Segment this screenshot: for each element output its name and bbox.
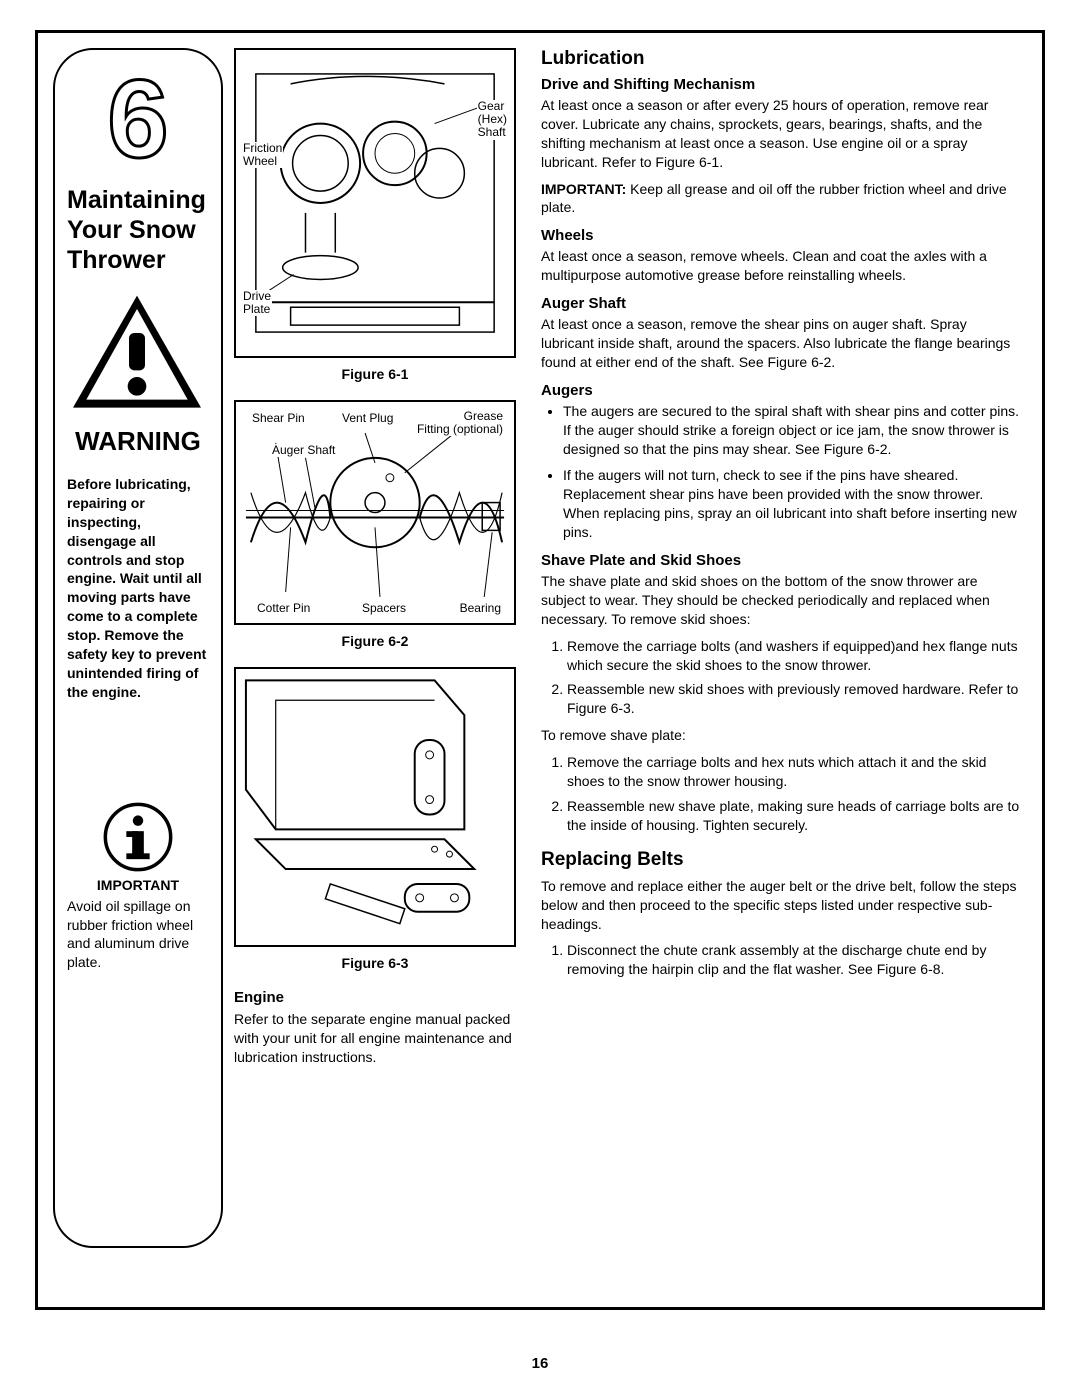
warning-heading: WARNING: [67, 426, 209, 457]
drive-body: At least once a season or after every 25…: [541, 96, 1022, 172]
text-column: Lubrication Drive and Shifting Mechanism…: [526, 33, 1042, 1307]
shave-plate-intro: The shave plate and skid shoes on the bo…: [541, 572, 1022, 629]
figures-column: Gear (Hex) Shaft Friction Wheel Drive Pl…: [226, 33, 526, 1307]
figure-6-3: [234, 667, 516, 947]
figure-6-3-diagram: [236, 669, 514, 945]
sidebar: 6 Maintaining Your Snow Thrower WARNING …: [38, 33, 226, 1307]
engine-body: Refer to the separate engine manual pack…: [234, 1010, 516, 1067]
figure-6-1: Gear (Hex) Shaft Friction Wheel Drive Pl…: [234, 48, 516, 358]
fig2-label-shearpin: Shear Pin: [251, 412, 306, 425]
shave-step-2: Reassemble new shave plate, making sure …: [567, 797, 1022, 835]
fig2-label-bearing: Bearing: [459, 602, 502, 615]
figure-6-2: Shear Pin Vent Plug Grease Fitting (opti…: [234, 400, 516, 625]
warning-body: Before lubricating, repairing or inspect…: [67, 475, 209, 702]
important-label: IMPORTANT: [67, 877, 209, 893]
engine-heading: Engine: [234, 989, 516, 1006]
chapter-title: Maintaining Your Snow Thrower: [67, 185, 209, 275]
wheels-body: At least once a season, remove wheels. C…: [541, 247, 1022, 285]
augers-item-1: The augers are secured to the spiral sha…: [563, 402, 1022, 459]
page-number: 16: [0, 1355, 1080, 1372]
info-icon: [103, 802, 173, 872]
augers-list: The augers are secured to the spiral sha…: [541, 402, 1022, 542]
belts-steps: Disconnect the chute crank assembly at t…: [541, 941, 1022, 979]
skid-shoes-steps: Remove the carriage bolts (and washers i…: [541, 637, 1022, 719]
figure-6-2-caption: Figure 6-2: [234, 633, 516, 649]
fig1-label-gear: Gear (Hex) Shaft: [477, 100, 508, 140]
augers-heading: Augers: [541, 382, 1022, 399]
shave-step-1: Remove the carriage bolts and hex nuts w…: [567, 753, 1022, 791]
shave-plate-heading: Shave Plate and Skid Shoes: [541, 552, 1022, 569]
fig2-label-cotter: Cotter Pin: [256, 602, 311, 615]
fig2-label-augershaft: Auger Shaft: [271, 444, 336, 457]
fig2-label-spacers: Spacers: [361, 602, 407, 615]
lubrication-heading: Lubrication: [541, 48, 1022, 70]
skid-step-1: Remove the carriage bolts (and washers i…: [567, 637, 1022, 675]
chapter-badge: 6 Maintaining Your Snow Thrower WARNING …: [53, 48, 223, 1248]
auger-shaft-heading: Auger Shaft: [541, 295, 1022, 312]
fig2-label-ventplug: Vent Plug: [341, 412, 394, 425]
fig1-label-friction: Friction Wheel: [242, 142, 283, 168]
figure-6-1-diagram: [236, 50, 514, 356]
fig2-label-grease: Grease Fitting (optional): [416, 410, 504, 436]
augers-item-2: If the augers will not turn, check to se…: [563, 466, 1022, 542]
figure-6-1-caption: Figure 6-1: [234, 366, 516, 382]
drive-heading: Drive and Shifting Mechanism: [541, 76, 1022, 93]
remove-shave-label: To remove shave plate:: [541, 726, 1022, 745]
belts-heading: Replacing Belts: [541, 849, 1022, 871]
drive-important: IMPORTANT: Keep all grease and oil off t…: [541, 180, 1022, 218]
belts-intro: To remove and replace either the auger b…: [541, 877, 1022, 934]
auger-shaft-body: At least once a season, remove the shear…: [541, 315, 1022, 372]
wheels-heading: Wheels: [541, 227, 1022, 244]
shave-plate-steps: Remove the carriage bolts and hex nuts w…: [541, 753, 1022, 835]
chapter-number: 6: [67, 65, 209, 175]
important-body: Avoid oil spillage on rubber friction wh…: [67, 897, 209, 973]
fig1-label-drive: Drive Plate: [242, 290, 272, 316]
belts-step-1: Disconnect the chute crank assembly at t…: [567, 941, 1022, 979]
skid-step-2: Reassemble new skid shoes with previousl…: [567, 680, 1022, 718]
figure-6-3-caption: Figure 6-3: [234, 955, 516, 971]
warning-triangle-icon: [67, 293, 207, 413]
